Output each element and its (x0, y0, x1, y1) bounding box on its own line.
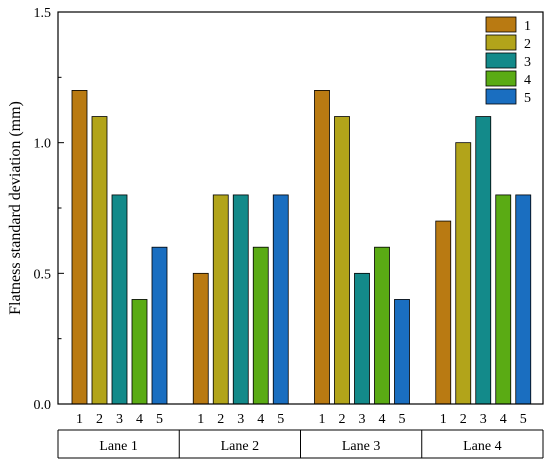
legend-swatch (485, 70, 517, 87)
group-label: Lane 1 (99, 439, 137, 454)
x-tick-label: 3 (359, 412, 366, 427)
x-tick-label: 3 (116, 412, 123, 427)
bars-layer (71, 90, 532, 405)
group-label: Lane 2 (221, 439, 259, 454)
legend-label: 4 (524, 73, 531, 88)
x-tick-label: 1 (76, 412, 83, 427)
bar (475, 116, 492, 405)
group-label: Lane 3 (342, 439, 380, 454)
legend-label: 2 (524, 37, 531, 52)
bar (192, 272, 209, 405)
legend-label: 3 (524, 55, 531, 70)
group-label: Lane 4 (463, 439, 501, 454)
x-tick-label: 4 (136, 412, 143, 427)
x-tick-label: 2 (217, 412, 224, 427)
legend-swatch (485, 88, 517, 105)
x-tick-label: 3 (480, 412, 487, 427)
x-tick-label: 1 (319, 412, 326, 427)
x-tick-label: 1 (440, 412, 447, 427)
legend-swatch (485, 52, 517, 69)
y-tick-label: 0.0 (34, 398, 52, 413)
legend-swatch (485, 34, 517, 51)
bar (272, 194, 289, 405)
legend: 1 2 3 4 5 (485, 16, 531, 106)
y-axis-label: Flatness standard deviation (mm) (7, 101, 24, 315)
bar (91, 116, 108, 405)
y-tick-label: 1.5 (34, 6, 52, 21)
x-tick-label: 4 (257, 412, 264, 427)
x-tick-label: 4 (379, 412, 386, 427)
x-tick-label: 5 (156, 412, 163, 427)
bar (374, 246, 390, 405)
bar (212, 194, 229, 405)
y-tick-label: 1.0 (34, 137, 52, 152)
bar (515, 194, 532, 405)
bar (252, 246, 269, 405)
x-tick-label: 3 (237, 412, 244, 427)
legend-label: 1 (524, 19, 531, 34)
legend-label: 5 (524, 91, 531, 106)
bar (71, 90, 88, 405)
x-tick-label: 5 (520, 412, 527, 427)
bar (394, 299, 410, 405)
x-tick-label: 5 (399, 412, 406, 427)
legend-swatch (485, 16, 517, 33)
x-tick-label: 4 (500, 412, 507, 427)
x-tick-label: 1 (197, 412, 204, 427)
bar (131, 299, 148, 405)
bar (314, 90, 330, 405)
x-tick-label: 2 (96, 412, 103, 427)
bar (151, 246, 168, 405)
bar (111, 194, 128, 405)
y-axis: 0.0 0.5 1.0 1.5 (34, 6, 64, 413)
bar (232, 194, 249, 405)
bar (334, 116, 350, 405)
bar (354, 272, 370, 405)
y-tick-label: 0.5 (34, 267, 52, 282)
x-tick-label: 2 (460, 412, 467, 427)
x-tick-label: 2 (339, 412, 346, 427)
bar (435, 220, 452, 405)
x-tick-label: 5 (277, 412, 284, 427)
bar (495, 194, 512, 405)
bar (455, 142, 472, 405)
